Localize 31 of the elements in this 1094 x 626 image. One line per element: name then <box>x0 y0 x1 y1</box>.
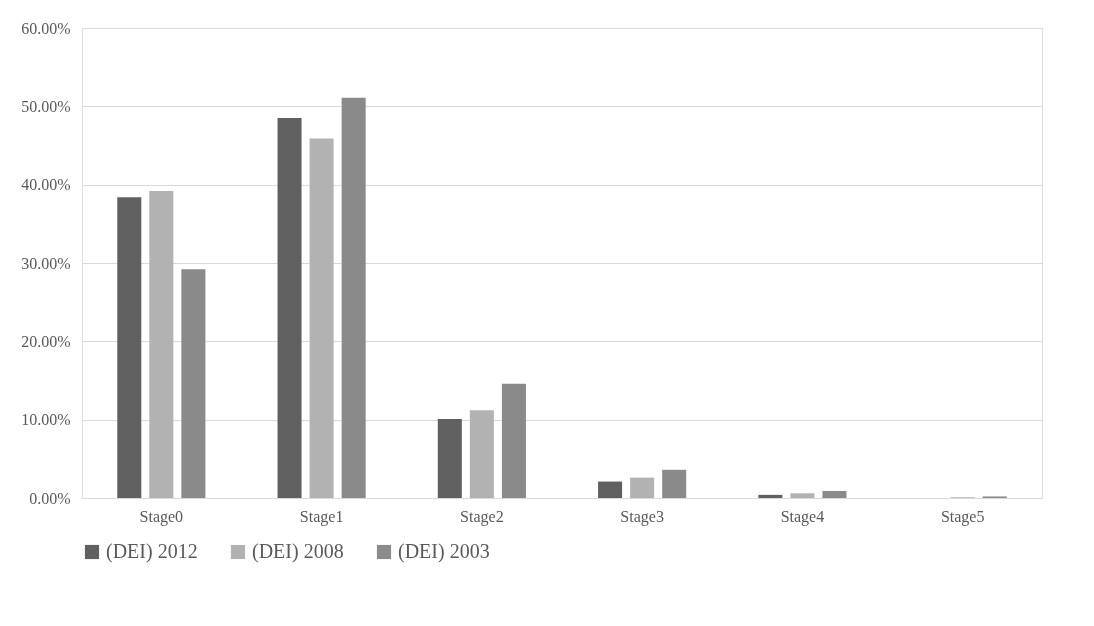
bar <box>309 138 334 498</box>
bar <box>117 197 142 498</box>
x-tick-label: Stage4 <box>780 507 825 526</box>
bar <box>662 469 687 498</box>
y-tick-label: 50.00% <box>21 97 71 115</box>
bar <box>437 418 462 498</box>
y-tick-label: 30.00% <box>21 254 71 272</box>
legend-label: (DEI) 2012 <box>106 540 198 563</box>
x-tick-label: Stage5 <box>940 507 985 526</box>
y-tick-label: 60.00% <box>21 19 71 37</box>
x-tick-label: Stage2 <box>460 507 504 526</box>
bar <box>790 493 815 498</box>
bar <box>181 269 206 498</box>
bar <box>341 97 366 498</box>
y-tick-label: 10.00% <box>21 411 71 429</box>
y-tick-label: 0.00% <box>29 489 71 507</box>
x-tick-label: Stage3 <box>620 507 664 526</box>
legend-label: (DEI) 2008 <box>252 540 344 563</box>
bar <box>598 481 623 498</box>
y-tick-label: 20.00% <box>21 332 71 350</box>
x-tick-label: Stage1 <box>299 507 344 526</box>
bar <box>630 477 655 498</box>
bar <box>501 383 526 498</box>
bar <box>758 494 783 498</box>
bar <box>822 490 847 498</box>
bar <box>277 118 302 498</box>
y-tick-label: 40.00% <box>21 176 71 194</box>
legend-label: (DEI) 2003 <box>398 540 490 563</box>
bar <box>149 190 174 498</box>
x-tick-label: Stage0 <box>139 507 184 526</box>
bar <box>469 410 494 498</box>
